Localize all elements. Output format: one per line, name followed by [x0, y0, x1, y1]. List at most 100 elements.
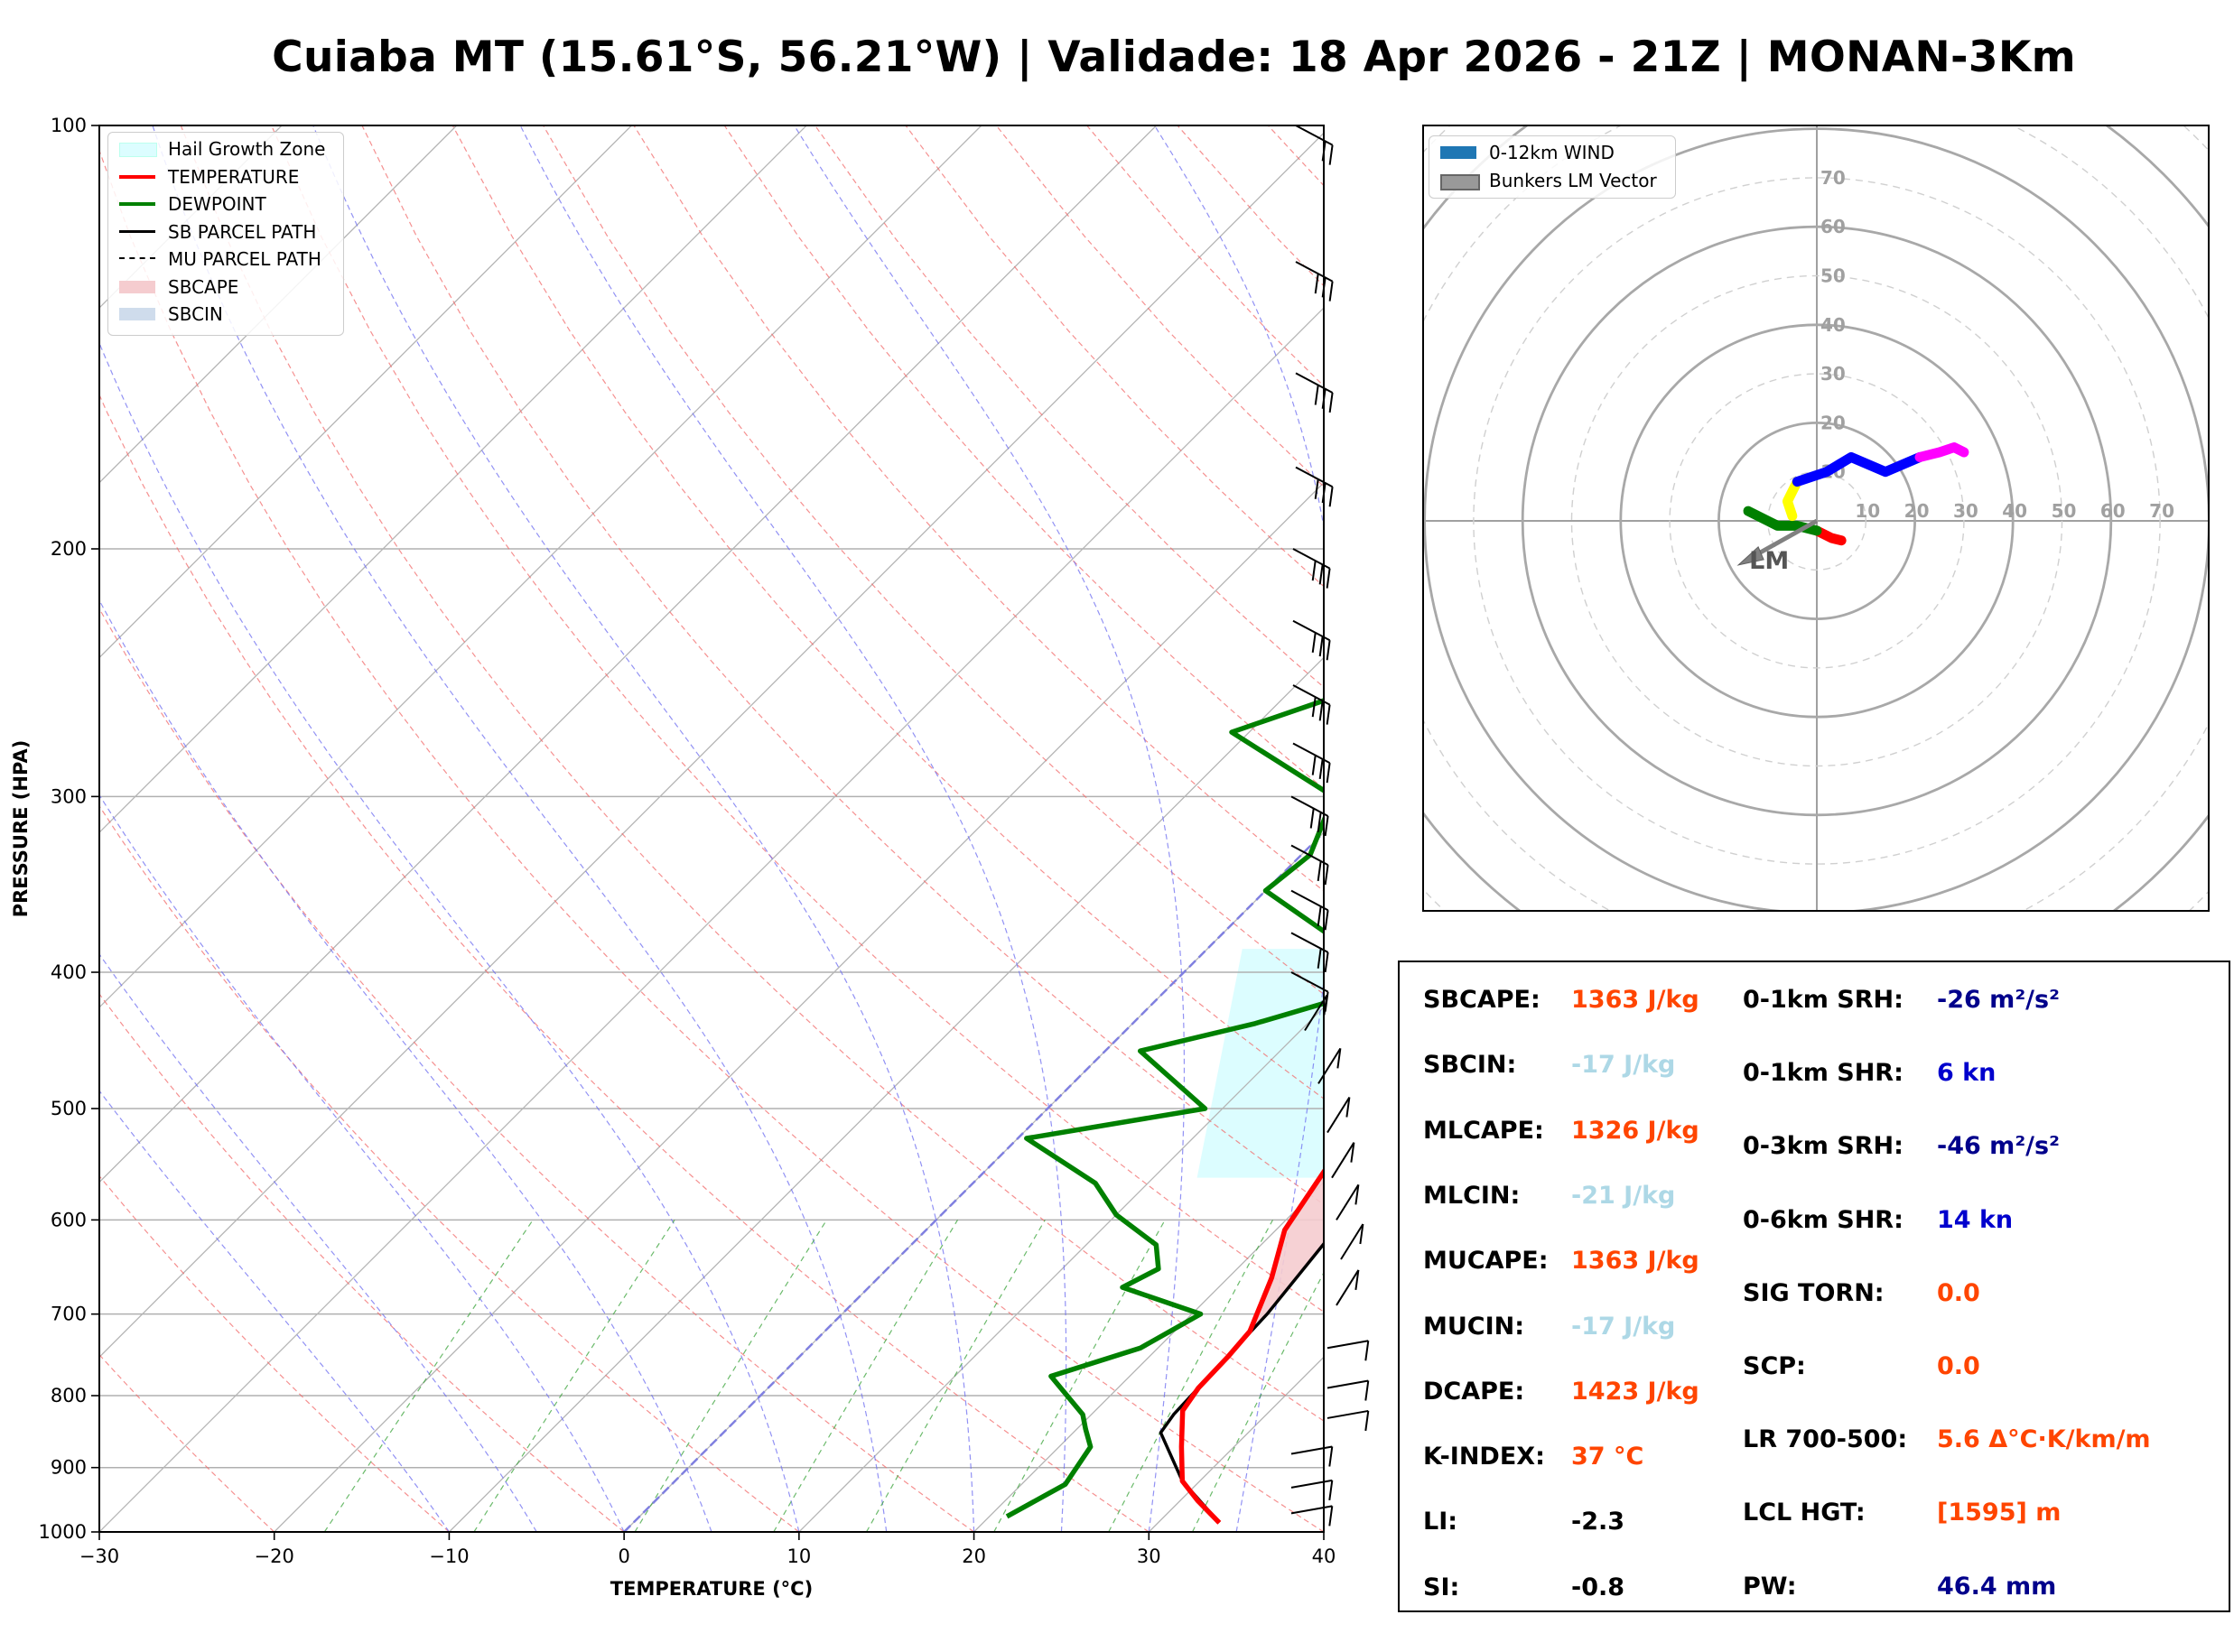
stat-value: [1595] m	[1937, 1499, 2062, 1527]
skew-t-plot-area	[99, 125, 1324, 1532]
legend-label: MU PARCEL PATH	[168, 248, 321, 270]
y-tick-label: 900	[51, 1457, 87, 1479]
stat-label: SIG TORN:	[1743, 1278, 1885, 1307]
moist-adiabat	[1154, 125, 1324, 1532]
hail-growth-zone	[1196, 949, 1324, 1178]
moist-adiabat	[99, 794, 625, 1532]
stat-value: -2.3	[1571, 1508, 1625, 1536]
hodograph-segment-9-12km	[1914, 442, 1969, 462]
stat-value: 14 kn	[1937, 1205, 2014, 1234]
freezing-isotherm	[623, 831, 1324, 1532]
hodograph-frame	[1422, 125, 2210, 912]
y-tick-label: 500	[51, 1098, 87, 1119]
moist-adiabat	[99, 341, 800, 1532]
stat-value: 0.0	[1937, 1278, 1980, 1307]
stat-label: MUCIN:	[1423, 1312, 1525, 1341]
y-tick-label: 400	[51, 961, 87, 983]
dry-adiabat	[99, 1174, 450, 1532]
hodograph-ring	[1669, 373, 1965, 669]
wind-barb	[1336, 1269, 1360, 1306]
isotherm	[99, 125, 632, 659]
mixing-ratio-line	[993, 1220, 1166, 1532]
legend-label: SBCAPE	[168, 275, 239, 298]
hodograph-ring	[1423, 125, 2209, 911]
hodograph-ring-label-y: 70	[1820, 167, 1846, 189]
moist-adiabat	[152, 125, 888, 1532]
stat-value: 37 °C	[1571, 1443, 1644, 1471]
dry-adiabat	[99, 1353, 275, 1532]
stat-value: -21 J/kg	[1571, 1181, 1676, 1210]
dewpoint-line	[1005, 698, 1324, 1519]
dry-adiabat	[633, 125, 1324, 892]
legend-swatch	[119, 280, 155, 293]
stat-value: 0.0	[1937, 1352, 1980, 1380]
stat-label: LI:	[1423, 1508, 1458, 1536]
stat-value: 1363 J/kg	[1571, 986, 1699, 1014]
hodograph-ring-label-x: 70	[2149, 500, 2174, 522]
hodograph-ring-label-y: 20	[1820, 412, 1846, 433]
stat-label: LCL HGT:	[1743, 1499, 1866, 1527]
isotherm	[973, 1181, 1324, 1532]
x-tick-label: 0	[618, 1545, 629, 1567]
hodograph-ring	[1228, 0, 2234, 1109]
wind-barb	[1295, 466, 1334, 507]
hodograph-segment-3-6km	[1782, 477, 1802, 522]
hodograph-ring	[1717, 421, 1917, 620]
y-tick-label: 200	[51, 538, 87, 560]
hodograph-ring-label-x: 60	[2100, 500, 2126, 522]
x-tick-label: 20	[962, 1545, 986, 1567]
mixing-ratio-line	[323, 1220, 534, 1532]
hodograph-ring	[1473, 177, 2161, 865]
y-tick-label: 700	[51, 1304, 87, 1325]
skew-t-frame	[98, 125, 1325, 1533]
moist-adiabat	[794, 125, 1186, 1532]
x-tick-label: −20	[255, 1545, 294, 1567]
stat-label: PW:	[1743, 1572, 1797, 1601]
hodograph-ring-label-x: 40	[2002, 500, 2027, 522]
hodograph-ring-label-x: 50	[2052, 500, 2077, 522]
dry-adiabat	[180, 125, 1324, 1422]
dry-adiabat	[543, 125, 1324, 996]
isotherm	[99, 125, 982, 1008]
dry-adiabat	[99, 393, 1150, 1532]
stat-label: K-INDEX:	[1423, 1443, 1545, 1471]
hodograph-ring-label-x: 10	[1855, 500, 1880, 522]
hodograph-ring	[1423, 127, 2209, 911]
stats-panel: SBCAPE: 1363 J/kg SBCIN: -17 J/kg MLCAPE: 132…	[1398, 961, 2230, 1612]
isotherm	[99, 125, 1158, 1183]
y-tick-label: 800	[51, 1385, 87, 1406]
hodograph-ring-label-y: 60	[1820, 216, 1846, 237]
isotherm	[274, 481, 1324, 1532]
hodograph-legend: 0-12km WIND Bunkers LM Vector	[1429, 135, 1676, 199]
temperature-line	[1178, 1167, 1324, 1525]
hodograph-ring-label-y: 40	[1820, 314, 1846, 336]
isotherm	[99, 307, 1324, 1532]
hodograph-ring	[1619, 323, 2015, 719]
x-tick-label: −30	[79, 1545, 119, 1567]
stat-label: 0-1km SHR:	[1743, 1059, 1904, 1088]
x-tick-label: 40	[1312, 1545, 1336, 1567]
wind-barb	[1290, 932, 1329, 973]
hodograph-ring-label-y: 50	[1820, 265, 1846, 287]
isotherm	[99, 132, 1324, 1359]
wind-barb	[1290, 1479, 1334, 1501]
stat-value: -17 J/kg	[1571, 1312, 1676, 1341]
mixing-ratio-line	[773, 1220, 959, 1532]
stat-value: 46.4 mm	[1937, 1572, 2057, 1601]
stat-value: 1423 J/kg	[1571, 1377, 1699, 1406]
wind-barb	[1295, 125, 1334, 165]
stat-label: SBCIN:	[1423, 1051, 1517, 1080]
legend-label: SBCIN	[168, 303, 223, 325]
dry-adiabat	[451, 125, 1324, 1100]
dry-adiabat	[99, 608, 974, 1532]
stat-label: MUCAPE:	[1423, 1247, 1549, 1276]
stat-value: -26 m²/s²	[1937, 986, 2060, 1014]
hodograph-segment-6-9km	[1792, 451, 1925, 487]
isotherm	[798, 1006, 1324, 1532]
wind-barb	[1326, 1340, 1370, 1361]
dry-adiabat	[271, 125, 1324, 1313]
mixing-ratio-line	[1191, 1271, 1324, 1532]
dry-adiabat	[99, 149, 1324, 1532]
legend-swatch	[119, 229, 155, 233]
